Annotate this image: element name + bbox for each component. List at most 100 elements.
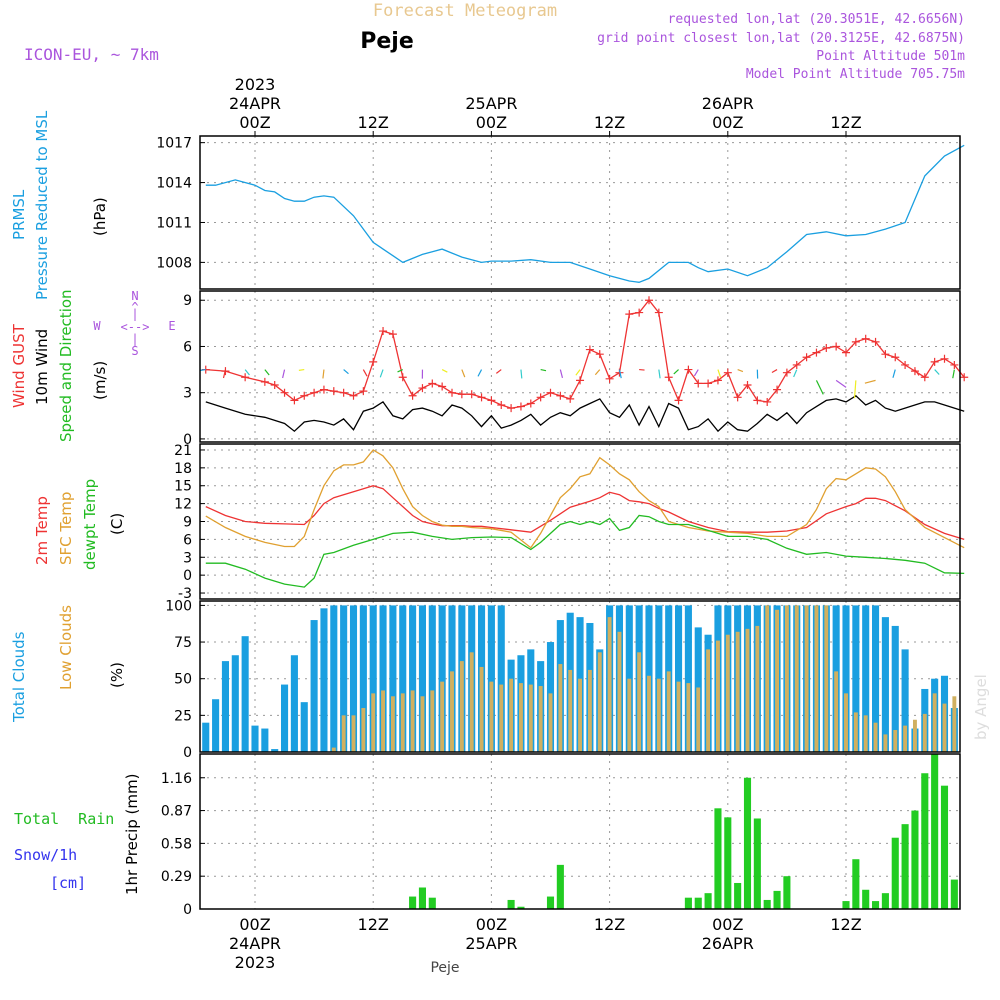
bar — [320, 608, 328, 752]
footer-label: Peje — [430, 960, 459, 976]
bar — [901, 649, 909, 752]
bar — [607, 617, 612, 752]
cloud-labels: Total Clouds Low Clouds (%) — [10, 605, 126, 723]
wind-arrow — [952, 369, 955, 379]
bar — [390, 696, 395, 752]
y-tick-label: 21 — [174, 443, 192, 459]
bar — [852, 859, 860, 909]
bottom-time-label: 24APR — [229, 934, 281, 953]
bar — [753, 818, 761, 909]
panel-1: 0 3 6 9 — [183, 290, 969, 448]
bar — [911, 810, 919, 909]
bar — [931, 754, 939, 909]
bar — [834, 671, 839, 752]
bar — [901, 824, 909, 909]
wind10-label: 10m Wind — [33, 329, 51, 405]
bar — [271, 749, 279, 752]
bar — [409, 605, 417, 752]
gust-marker — [487, 396, 496, 405]
gust-marker — [861, 334, 870, 343]
gust-marker — [448, 388, 456, 397]
bar — [517, 906, 525, 909]
panel-frame — [199, 600, 961, 753]
gust-marker — [832, 342, 841, 351]
bar — [509, 678, 514, 752]
bar — [647, 675, 651, 752]
gust-marker — [300, 391, 309, 400]
panel-bg — [200, 291, 960, 442]
wind-arrow — [397, 369, 403, 373]
wind-arrow — [835, 379, 847, 388]
bar — [912, 719, 917, 752]
pressure-labels: PRMSL Pressure Reduced to MSL (hPa) — [10, 110, 109, 300]
wind-arrow — [658, 369, 661, 379]
y-tick-label: 0 — [183, 432, 192, 448]
bar — [686, 683, 691, 752]
bar — [881, 617, 889, 752]
wind-arrow — [200, 368, 206, 371]
bar — [873, 722, 878, 752]
bar — [418, 887, 426, 909]
bar — [518, 683, 523, 752]
bar — [775, 609, 780, 752]
gust-marker — [920, 373, 929, 382]
wind-arrow — [461, 369, 466, 378]
bar — [310, 620, 318, 752]
gust-marker — [605, 374, 614, 383]
bar — [950, 879, 958, 909]
bar — [578, 678, 583, 752]
wind-arrow — [575, 369, 581, 376]
bar — [872, 901, 880, 909]
gust-marker — [763, 397, 772, 406]
bar — [538, 686, 543, 752]
bar — [684, 605, 692, 752]
bar — [428, 605, 436, 752]
bar — [881, 893, 889, 909]
bar — [863, 715, 868, 752]
gust-marker — [428, 379, 437, 388]
bar — [853, 712, 858, 752]
cm-label: [cm] — [50, 874, 86, 892]
y-tick-label: 0 — [183, 745, 192, 761]
gust-marker — [369, 357, 378, 366]
bar — [940, 785, 949, 909]
bar — [706, 649, 711, 752]
svg-text:|: | — [131, 307, 138, 321]
y-tick-label: 15 — [174, 479, 192, 495]
gust-marker — [625, 310, 634, 319]
bar — [340, 605, 348, 752]
bar — [261, 728, 269, 752]
gust-marker — [694, 379, 703, 388]
gust-marker — [546, 388, 555, 397]
bar — [349, 605, 358, 752]
gust-marker — [842, 348, 850, 357]
bar — [922, 713, 927, 752]
bar — [627, 678, 632, 752]
gust-marker — [851, 337, 860, 346]
wind-arrow — [441, 369, 448, 373]
panel-3: 0 25 50 75 100 — [165, 598, 961, 761]
bar — [804, 605, 809, 752]
point-altitude: Point Altitude 501m — [816, 49, 965, 64]
gust-marker — [635, 308, 644, 317]
bottom-time-label: 25APR — [465, 934, 517, 953]
bar — [231, 655, 239, 752]
svg-text:|: | — [131, 332, 138, 346]
bar — [773, 890, 781, 909]
gust-marker — [507, 404, 516, 413]
gust-marker — [477, 393, 486, 402]
bar — [745, 628, 750, 752]
bar — [221, 661, 229, 752]
gust-marker — [359, 387, 368, 396]
y-tick-label: 18 — [174, 461, 192, 477]
panel-frame — [199, 135, 961, 290]
panel-frame — [199, 753, 961, 910]
model-label: ICON-EU, ~ 7km — [24, 45, 159, 64]
gridpoint-coords: grid point closest lon,lat (20.3125E, 42… — [597, 31, 965, 46]
dewpt-label: dewpt Temp — [81, 479, 99, 570]
gust-marker — [408, 391, 417, 400]
gust-marker — [723, 368, 732, 377]
gust-marker — [536, 393, 545, 402]
panel-bg — [200, 754, 960, 909]
y-tick-label: 1008 — [156, 255, 192, 271]
